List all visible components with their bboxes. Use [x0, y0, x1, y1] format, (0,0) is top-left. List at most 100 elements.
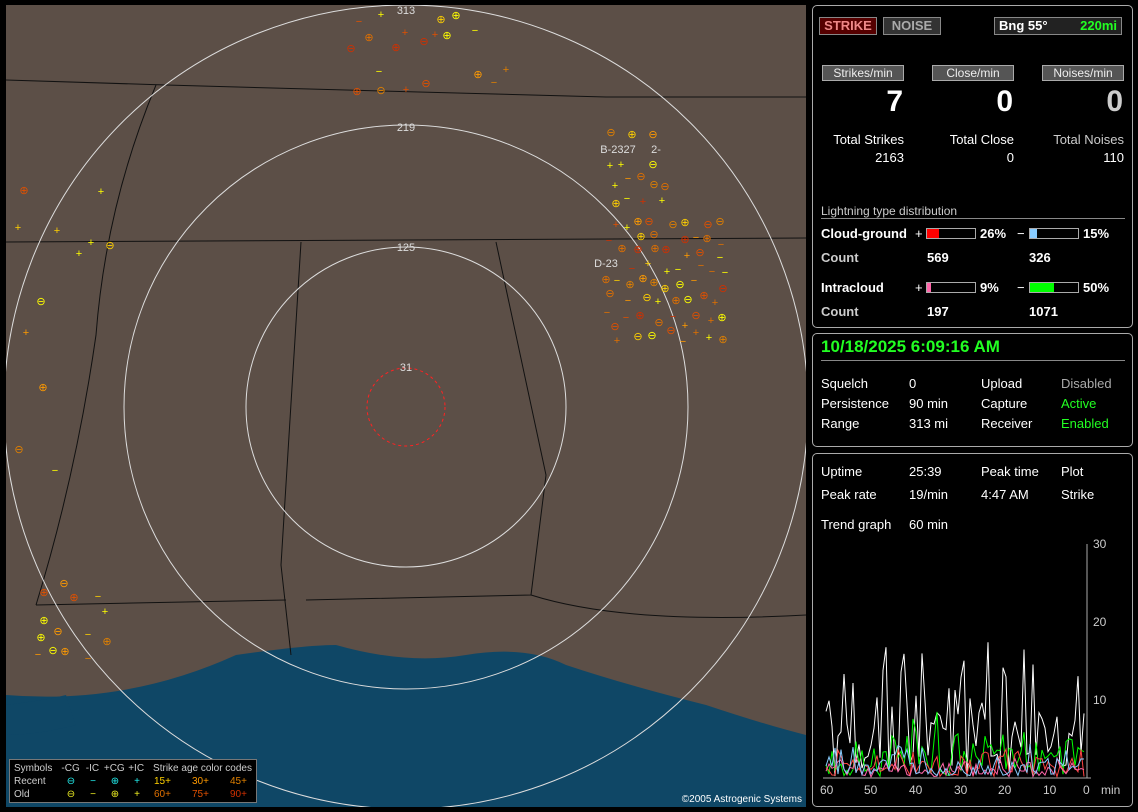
cg-negative-pct: 15%: [1083, 226, 1110, 241]
strike-marker: ⊖: [660, 181, 669, 193]
strike-marker: ⊖: [715, 216, 724, 228]
strike-marker: ⊕: [625, 279, 634, 291]
datetime: 10/18/2025 6:09:16 AM: [821, 337, 1125, 361]
strike-marker: ⊖: [654, 317, 663, 329]
strike-marker: ⊕: [650, 243, 659, 255]
strike-marker: ⊖: [644, 216, 653, 228]
strike-markers: ⊕⊖⊕⊕+−++ −⊕⊖⊖⊕+⊖−⊖+−++⊕⊖−⊖⊖+−⊖⊖⊕⊕−⊕⊕⊖−⊖ +⊕…: [14, 9, 728, 665]
strike-marker: −: [376, 66, 382, 78]
neg-ic-icon: −: [90, 789, 96, 800]
plot-type[interactable]: Strike: [1061, 487, 1095, 502]
strike-marker: ⊕: [671, 295, 680, 307]
strike-marker: +: [503, 64, 509, 76]
strike-marker: ⊕: [717, 312, 726, 324]
strike-marker: −: [604, 307, 610, 319]
strike-marker: ⊖: [648, 159, 657, 171]
range-label-313: 313: [397, 5, 415, 17]
strikes-per-min-label[interactable]: Strikes/min: [822, 65, 904, 81]
strike-marker: −: [680, 336, 686, 348]
strike-marker: ⊕: [60, 646, 69, 658]
total-close: 0: [1006, 150, 1014, 165]
strike-marker: +: [682, 320, 688, 332]
strike-marker: ⊖: [649, 179, 658, 191]
symbol-legend: Symbols -CG -IC +CG +IC Strike age color code…: [9, 759, 257, 803]
strike-marker: −: [95, 591, 101, 603]
stats-panel: STRIKE NOISE Bng 55° 220mi Strikes/min Cl…: [812, 5, 1133, 328]
total-strikes-label: Total Strikes: [833, 132, 904, 147]
strike-marker: +: [403, 84, 409, 96]
strike-marker: +: [614, 335, 620, 347]
strike-marker: −: [623, 312, 629, 324]
x-tick: 20: [998, 783, 1012, 797]
x-tick: 30: [954, 783, 968, 797]
x-tick: 40: [909, 783, 923, 797]
cg-positive-count: 569: [927, 250, 949, 265]
noises-per-min: 0: [1106, 85, 1123, 118]
range-label-125: 125: [397, 242, 415, 254]
strike-marker: ⊖: [718, 283, 727, 295]
close-per-min-label[interactable]: Close/min: [932, 65, 1014, 81]
strike-marker: +: [612, 180, 618, 192]
strike-marker: ⊖: [36, 296, 45, 308]
cluster-label: B-2327: [600, 144, 635, 156]
svg-text:min: min: [1101, 783, 1120, 797]
strike-marker: −: [625, 295, 631, 307]
strike-marker: +: [618, 159, 624, 171]
pos-ic-icon: +: [134, 776, 140, 787]
strike-marker: ⊖: [691, 310, 700, 322]
strike-marker: ⊕: [442, 30, 451, 42]
strike-marker: ⊕: [436, 14, 445, 26]
pos-ic-icon: +: [134, 789, 140, 800]
strike-button[interactable]: STRIKE: [819, 17, 877, 35]
strike-marker: ⊕: [364, 32, 373, 44]
range-label-31: 31: [400, 362, 412, 374]
strike-map[interactable]: ⊕ ⊖ ⊕ ⊕ + − + + − ⊕ ⊖ ⊖ ⊕ + ⊖ − ⊖ + − + + ⊕ ⊖ − ⊖ ⊖ + − ⊖ ⊖ ⊕ ⊕ − ⊕ ⊕ ⊖ − ⊖ + ⊕…: [6, 5, 806, 807]
strike-marker: −: [629, 263, 635, 275]
ic-negative-pct: 50%: [1083, 280, 1110, 295]
ic-positive-count: 197: [927, 304, 949, 319]
strike-marker: ⊕: [660, 283, 669, 295]
pos-cg-icon: ⊕: [110, 776, 120, 787]
trend-panel: Uptime 25:39 Peak time Plot Peak rate 19/mi…: [812, 453, 1133, 807]
noise-button[interactable]: NOISE: [883, 17, 941, 35]
strike-marker: ⊕: [601, 274, 610, 286]
strike-marker: ⊖: [636, 171, 645, 183]
strike-marker: ⊖: [668, 219, 677, 231]
strike-marker: −: [625, 173, 631, 185]
strike-marker: ⊕: [38, 382, 47, 394]
strike-marker: ⊕: [635, 310, 644, 322]
total-noises: 110: [1103, 150, 1124, 165]
strike-marker: ⊖: [666, 325, 675, 337]
trend-graph-range: 60 min: [909, 517, 949, 532]
strike-marker: ⊕: [627, 129, 636, 141]
noises-per-min-label[interactable]: Noises/min: [1042, 65, 1124, 81]
y-tick: 20: [1093, 615, 1107, 629]
strike-marker: ⊖: [675, 279, 684, 291]
strike-marker: ⊖: [421, 78, 430, 90]
range-label-219: 219: [397, 122, 415, 134]
x-tick: 0: [1083, 783, 1090, 797]
cg-positive-bar: [926, 228, 976, 239]
pos-cg-icon: ⊕: [110, 789, 120, 800]
strike-marker: +: [607, 160, 613, 172]
strike-marker: ⊕: [69, 592, 78, 604]
total-strikes: 2163: [875, 150, 904, 165]
strike-marker: ⊖: [346, 43, 355, 55]
strike-marker: −: [717, 252, 723, 264]
close-per-min: 0: [996, 85, 1013, 118]
strike-marker: ⊕: [39, 615, 48, 627]
neg-cg-icon: ⊖: [66, 776, 76, 787]
strike-marker: +: [693, 327, 699, 339]
strike-marker: −: [472, 25, 478, 37]
strike-marker: ⊕: [391, 42, 400, 54]
strike-marker: ⊕: [636, 231, 645, 243]
cluster-label: 2-: [651, 144, 661, 156]
x-tick: 10: [1043, 783, 1057, 797]
strike-marker: −: [691, 275, 697, 287]
peak-rate: 19/min: [909, 487, 949, 502]
bearing-display: Bng 55° 220mi: [994, 17, 1122, 35]
squelch-value: 0: [909, 376, 917, 391]
strike-marker: ⊖: [606, 127, 615, 139]
strike-marker: ⊕: [702, 233, 711, 245]
strike-marker: ⊖: [59, 578, 68, 590]
